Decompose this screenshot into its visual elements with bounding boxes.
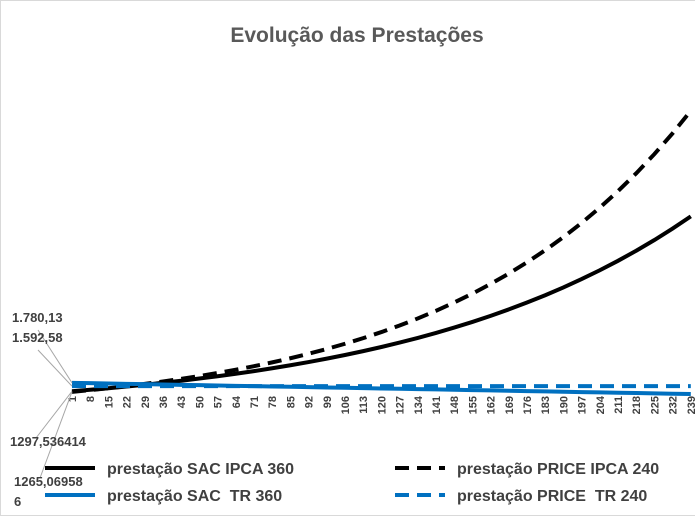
x-tick-label: 113: [358, 396, 370, 414]
x-tick-label: 183: [540, 396, 552, 414]
x-tick-label: 57: [213, 396, 225, 408]
data-label: 1297,536414: [10, 434, 86, 449]
x-tick-label: 36: [158, 396, 170, 408]
x-tick-label: 64: [231, 395, 243, 408]
leader-line: [39, 391, 73, 479]
x-tick-label: 92: [304, 396, 316, 408]
x-tick-label: 141: [431, 396, 443, 414]
series-line: [71, 380, 691, 397]
x-tick-label: 43: [176, 396, 188, 408]
x-tick-label: 197: [577, 396, 589, 414]
series-line: [71, 109, 693, 394]
x-tick-label: 148: [449, 396, 461, 414]
x-tick-label: 8: [85, 396, 97, 402]
x-tick-label: 204: [595, 395, 607, 414]
x-tick-label: 50: [194, 396, 206, 408]
x-tick-label: 190: [558, 396, 570, 414]
x-tick-label: 85: [285, 396, 297, 408]
x-tick-label: 232: [668, 396, 680, 414]
x-tick-label: 218: [631, 396, 643, 414]
x-tick-label: 134: [413, 395, 425, 414]
x-tick-label: 15: [103, 396, 115, 408]
data-label: 1265,069586: [14, 474, 83, 509]
x-tick-label: 239: [686, 396, 695, 414]
x-tick-label: 106: [340, 396, 352, 414]
legend-label: prestação PRICE IPCA 240: [457, 461, 659, 478]
leader-line: [35, 390, 73, 439]
x-tick-label: 169: [504, 396, 516, 414]
chart-title: Evolução das Prestações: [230, 24, 483, 47]
x-tick-label: 211: [613, 396, 625, 414]
legend-label: prestação SAC TR 360: [107, 488, 282, 505]
leader-line: [37, 329, 73, 384]
x-tick-label: 1: [67, 396, 79, 402]
x-tick-label: 99: [322, 396, 334, 408]
x-tick-label: 176: [522, 396, 534, 414]
series-line: [71, 214, 692, 394]
legend-label: prestação PRICE TR 240: [457, 488, 647, 505]
x-tick-label: 225: [649, 396, 661, 414]
legend-label: prestação SAC IPCA 360: [107, 461, 294, 478]
x-tick-label: 22: [122, 396, 134, 408]
x-tick-label: 120: [376, 396, 388, 414]
x-tick-label: 155: [467, 396, 479, 414]
data-label: 1.780,13: [12, 310, 63, 325]
x-tick-label: 29: [140, 396, 152, 408]
x-tick-label: 71: [249, 396, 261, 408]
x-tick-label: 162: [486, 396, 498, 414]
data-label: 1.592,58: [12, 330, 63, 345]
x-tick-label: 127: [395, 396, 407, 414]
x-tick-label: 78: [267, 396, 279, 408]
leader-line: [37, 349, 73, 387]
